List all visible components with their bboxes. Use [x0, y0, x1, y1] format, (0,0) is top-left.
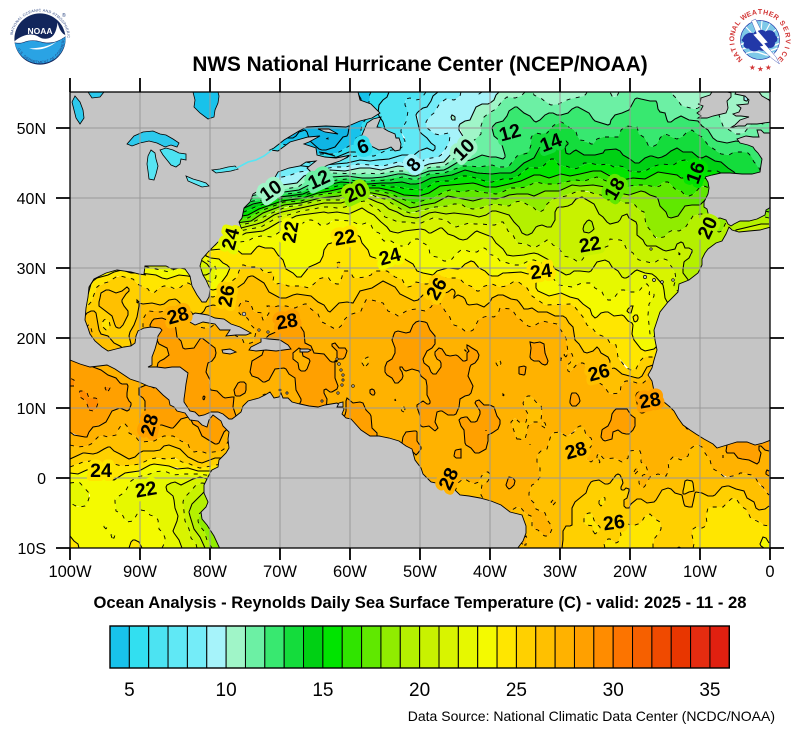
svg-text:★: ★ [765, 63, 772, 72]
svg-text:Ocean Analysis - Reynolds Dail: Ocean Analysis - Reynolds Daily Sea Surf… [94, 593, 747, 612]
svg-text:100W: 100W [48, 563, 92, 581]
svg-text:A: A [751, 9, 757, 17]
svg-text:0: 0 [37, 471, 46, 488]
svg-text:E: E [767, 11, 774, 19]
svg-text:E: E [781, 25, 789, 32]
svg-text:10W: 10W [683, 563, 717, 581]
svg-text:20W: 20W [613, 563, 647, 581]
svg-text:26: 26 [602, 511, 627, 536]
svg-text:V: V [784, 39, 791, 44]
svg-text:22: 22 [278, 219, 303, 244]
svg-text:25: 25 [506, 680, 527, 701]
svg-text:24: 24 [90, 460, 112, 482]
svg-text:90W: 90W [123, 563, 157, 581]
svg-text:10S: 10S [18, 541, 46, 558]
svg-text:N: N [736, 54, 745, 62]
svg-text:L: L [734, 19, 743, 27]
svg-text:I: I [729, 43, 736, 46]
svg-text:0: 0 [765, 563, 774, 581]
svg-text:70W: 70W [263, 563, 297, 581]
svg-text:★: ★ [757, 65, 764, 74]
svg-text:22: 22 [577, 232, 602, 257]
svg-text:30N: 30N [17, 261, 46, 278]
svg-text:W: W [740, 13, 750, 23]
svg-text:35: 35 [699, 680, 720, 701]
svg-text:60W: 60W [333, 563, 367, 581]
svg-text:E: E [776, 55, 785, 63]
svg-text:20: 20 [409, 680, 430, 701]
svg-text:®: ® [62, 12, 66, 19]
svg-text:N: N [730, 30, 738, 37]
svg-text:30W: 30W [543, 563, 577, 581]
svg-text:5: 5 [124, 680, 135, 701]
svg-text:28: 28 [274, 309, 299, 334]
svg-text:T: T [758, 9, 763, 16]
svg-text:26: 26 [214, 283, 239, 308]
svg-text:NOAA: NOAA [27, 26, 52, 36]
svg-text:Data Source: National Climatic: Data Source: National Climatic Data Cent… [408, 708, 775, 724]
svg-text:H: H [762, 9, 768, 17]
svg-text:10N: 10N [17, 401, 46, 418]
svg-text:T: T [730, 45, 738, 52]
svg-text:NWS National Hurricane Center: NWS National Hurricane Center (NCEP/NOAA… [192, 53, 647, 76]
svg-text:I: I [783, 46, 790, 50]
svg-text:★: ★ [749, 63, 756, 72]
svg-text:50N: 50N [17, 121, 46, 138]
svg-text:30: 30 [603, 680, 624, 701]
svg-text:R: R [772, 13, 780, 22]
svg-text:80W: 80W [193, 563, 227, 581]
svg-text:40N: 40N [17, 191, 46, 208]
svg-text:15: 15 [312, 680, 333, 701]
svg-text:22: 22 [133, 477, 158, 502]
svg-text:22: 22 [332, 225, 357, 250]
svg-text:S: S [778, 20, 787, 28]
svg-text:C: C [779, 50, 788, 58]
svg-text:A: A [732, 50, 741, 58]
svg-text:28: 28 [637, 388, 662, 413]
svg-text:50W: 50W [403, 563, 437, 581]
svg-text:A: A [731, 24, 740, 32]
svg-text:E: E [746, 11, 753, 19]
svg-text:10: 10 [216, 680, 237, 701]
svg-text:40W: 40W [473, 563, 507, 581]
svg-text:O: O [729, 35, 736, 41]
svg-text:24: 24 [529, 260, 554, 285]
svg-text:R: R [783, 32, 791, 38]
svg-text:20N: 20N [17, 331, 46, 348]
